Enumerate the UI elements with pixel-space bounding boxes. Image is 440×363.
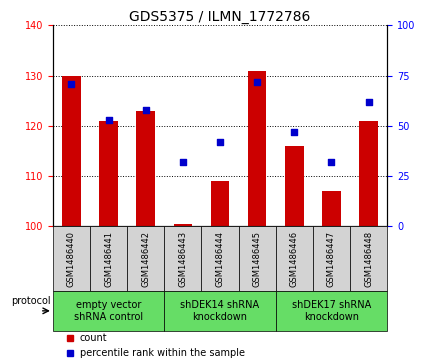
Bar — [173, 224, 192, 227]
Point — [328, 159, 335, 165]
Text: empty vector
shRNA control: empty vector shRNA control — [74, 300, 143, 322]
Title: GDS5375 / ILMN_1772786: GDS5375 / ILMN_1772786 — [129, 11, 311, 24]
Bar — [136, 111, 155, 227]
Bar — [248, 71, 267, 227]
Text: count: count — [80, 333, 107, 343]
Bar — [313, 227, 350, 291]
Bar — [99, 121, 118, 227]
Bar — [90, 227, 127, 291]
Point — [180, 159, 187, 165]
Text: GSM1486441: GSM1486441 — [104, 231, 113, 287]
Bar — [202, 227, 238, 291]
Bar — [359, 121, 378, 227]
Bar — [322, 191, 341, 227]
Point — [105, 117, 112, 123]
Bar — [53, 227, 90, 291]
Text: GSM1486445: GSM1486445 — [253, 231, 262, 287]
Bar — [276, 291, 387, 331]
Point — [142, 107, 149, 113]
Bar — [276, 227, 313, 291]
Text: GSM1486440: GSM1486440 — [67, 231, 76, 287]
Text: shDEK17 shRNA
knockdown: shDEK17 shRNA knockdown — [292, 300, 371, 322]
Text: GSM1486444: GSM1486444 — [216, 231, 224, 287]
Text: GSM1486443: GSM1486443 — [178, 231, 187, 287]
Text: GSM1486448: GSM1486448 — [364, 231, 373, 287]
Bar — [350, 227, 387, 291]
Bar — [238, 227, 276, 291]
Text: GSM1486447: GSM1486447 — [327, 231, 336, 287]
Text: protocol: protocol — [11, 296, 51, 306]
Point — [68, 81, 75, 87]
Point — [365, 99, 372, 105]
Text: shDEK14 shRNA
knockdown: shDEK14 shRNA knockdown — [180, 300, 260, 322]
Bar — [164, 227, 202, 291]
Bar — [285, 146, 304, 227]
Bar — [53, 291, 164, 331]
Bar — [164, 291, 276, 331]
Bar — [127, 227, 164, 291]
Text: percentile rank within the sample: percentile rank within the sample — [80, 348, 245, 358]
Point — [291, 129, 298, 135]
Point — [216, 139, 224, 145]
Text: GSM1486446: GSM1486446 — [290, 231, 299, 287]
Text: GSM1486442: GSM1486442 — [141, 231, 150, 287]
Point — [253, 79, 260, 85]
Bar — [62, 76, 81, 227]
Bar — [211, 181, 229, 227]
